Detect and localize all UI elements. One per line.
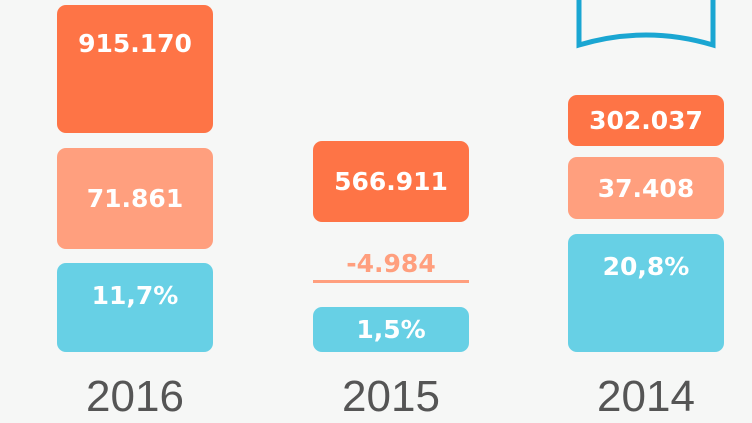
percent-box: 1,5% — [313, 307, 469, 352]
year-label: 2014 — [597, 372, 695, 421]
value-box: 37.408 — [568, 157, 724, 219]
icon — [576, 0, 716, 49]
rule — [313, 280, 469, 283]
year-label: 2016 — [86, 372, 184, 421]
percent-box: 20,8% — [568, 234, 724, 352]
value-box: 915.170 — [57, 5, 213, 133]
value-box: 71.861 — [57, 148, 213, 249]
value-box: 302.037 — [568, 95, 724, 146]
year-label: 2015 — [342, 372, 440, 421]
icon-outline — [576, 0, 716, 49]
value-text: -4.984 — [346, 249, 436, 278]
value-box: 566.911 — [313, 141, 469, 222]
percent-box: 11,7% — [57, 263, 213, 352]
